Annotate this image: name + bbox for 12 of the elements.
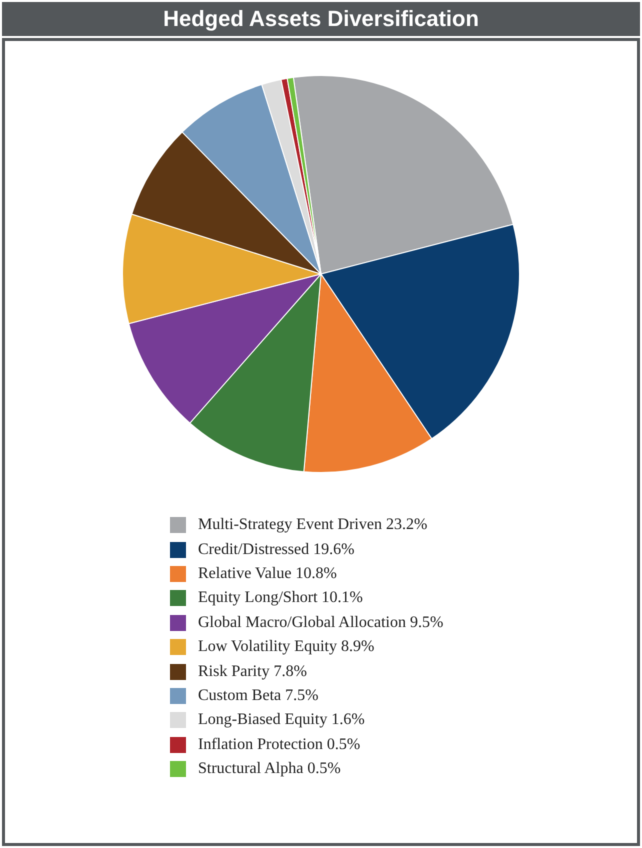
legend-label: Relative Value 10.8%	[198, 564, 337, 583]
legend-label: Custom Beta 7.5%	[198, 686, 318, 705]
legend-label: Low Volatility Equity 8.9%	[198, 638, 374, 656]
legend-label: Credit/Distressed 19.6%	[198, 540, 354, 559]
legend-label: Structural Alpha 0.5%	[198, 760, 341, 778]
legend-label: Equity Long/Short 10.1%	[198, 589, 363, 608]
legend-label: Risk Parity 7.8%	[198, 662, 307, 681]
legend-label: Long-Biased Equity 1.6%	[198, 711, 365, 730]
chart-title: Hedged Assets Diversification	[2, 2, 640, 36]
legend-label: Global Macro/Global Allocation 9.5%	[198, 614, 444, 632]
legend-label: Multi-Strategy Event Driven 23.2%	[198, 516, 428, 534]
legend-label: Inflation Protection 0.5%	[198, 736, 360, 754]
